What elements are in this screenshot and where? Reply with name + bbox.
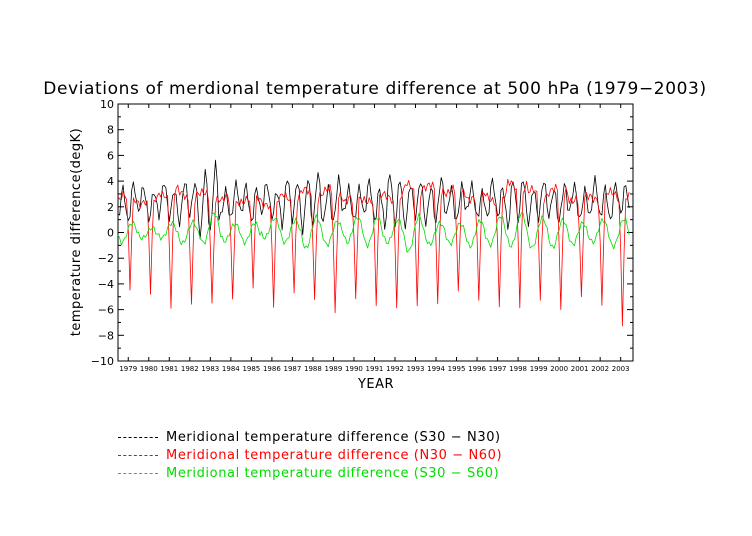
x-tick-label: 1985 [242,365,260,373]
x-axis-label: YEAR [357,377,394,392]
y-tick-label: −4 [98,278,114,291]
series-layer [117,159,630,327]
x-tick-label: 2003 [612,365,630,373]
x-tick-label: 1988 [304,365,322,373]
y-tick-label: −6 [98,304,114,317]
x-tick-label: 1997 [489,365,507,373]
x-tick-label: 1999 [530,365,548,373]
x-tick-label: 1992 [386,365,404,373]
x-tick-label: 1984 [222,365,240,373]
y-tick-label: −2 [98,252,114,265]
y-axis-label: temperature difference(degK) [69,128,84,336]
legend-label: Meridional temperature difference (S30 −… [166,465,500,481]
series-line [117,159,630,240]
legend-line-icon [118,454,158,456]
x-tick-label: 1993 [407,365,425,373]
x-tick-label: 1982 [181,365,199,373]
x-tick-label: 1986 [263,365,281,373]
y-tick-label: 6 [107,149,114,162]
legend-label: Meridional temperature difference (N30 −… [166,447,503,463]
y-tick-label: 4 [107,175,114,188]
x-tick-label: 1981 [160,365,178,373]
x-tick-label: 2000 [550,365,568,373]
legend: Meridional temperature difference (S30 −… [118,428,502,482]
legend-line-icon [118,436,158,438]
x-tick-label: 1980 [140,365,158,373]
x-tick-label: 1995 [448,365,466,373]
x-tick-label: 1979 [119,365,137,373]
y-axis: −10 −8 −6 −4 −2 0 2 4 6 8 10 [91,98,633,368]
x-tick-label: 1994 [427,365,445,373]
series-line [117,212,630,253]
x-tick-label: 1991 [366,365,384,373]
y-tick-label: −8 [98,329,114,342]
x-tick-label: 2002 [591,365,609,373]
plot-frame [117,103,634,362]
x-tick-label: 1987 [283,365,301,373]
y-tick-label: −10 [91,355,114,368]
x-tick-label: 1990 [345,365,363,373]
x-tick-label: 1989 [325,365,343,373]
x-tick-label: 2001 [571,365,589,373]
x-tick-label: 1998 [509,365,527,373]
x-tick-label: 1996 [468,365,486,373]
legend-item: Meridional temperature difference (N30 −… [118,446,502,464]
x-axis: 1979 1980 1981 1982 1983 1984 1985 1986 1987 1988… [119,104,630,373]
y-tick-label: 2 [107,201,114,214]
legend-item: Meridional temperature difference (S30 −… [118,428,502,446]
legend-line-icon [118,472,158,474]
series-line [117,178,630,327]
legend-label: Meridional temperature difference (S30 −… [166,429,501,445]
chart-title: Deviations of merdional temperature diff… [43,79,706,99]
y-tick-label: 8 [107,124,114,137]
legend-item: Meridional temperature difference (S30 −… [118,464,502,482]
y-tick-label: 10 [100,98,114,111]
y-tick-label: 0 [107,227,114,240]
x-tick-label: 1983 [201,365,219,373]
